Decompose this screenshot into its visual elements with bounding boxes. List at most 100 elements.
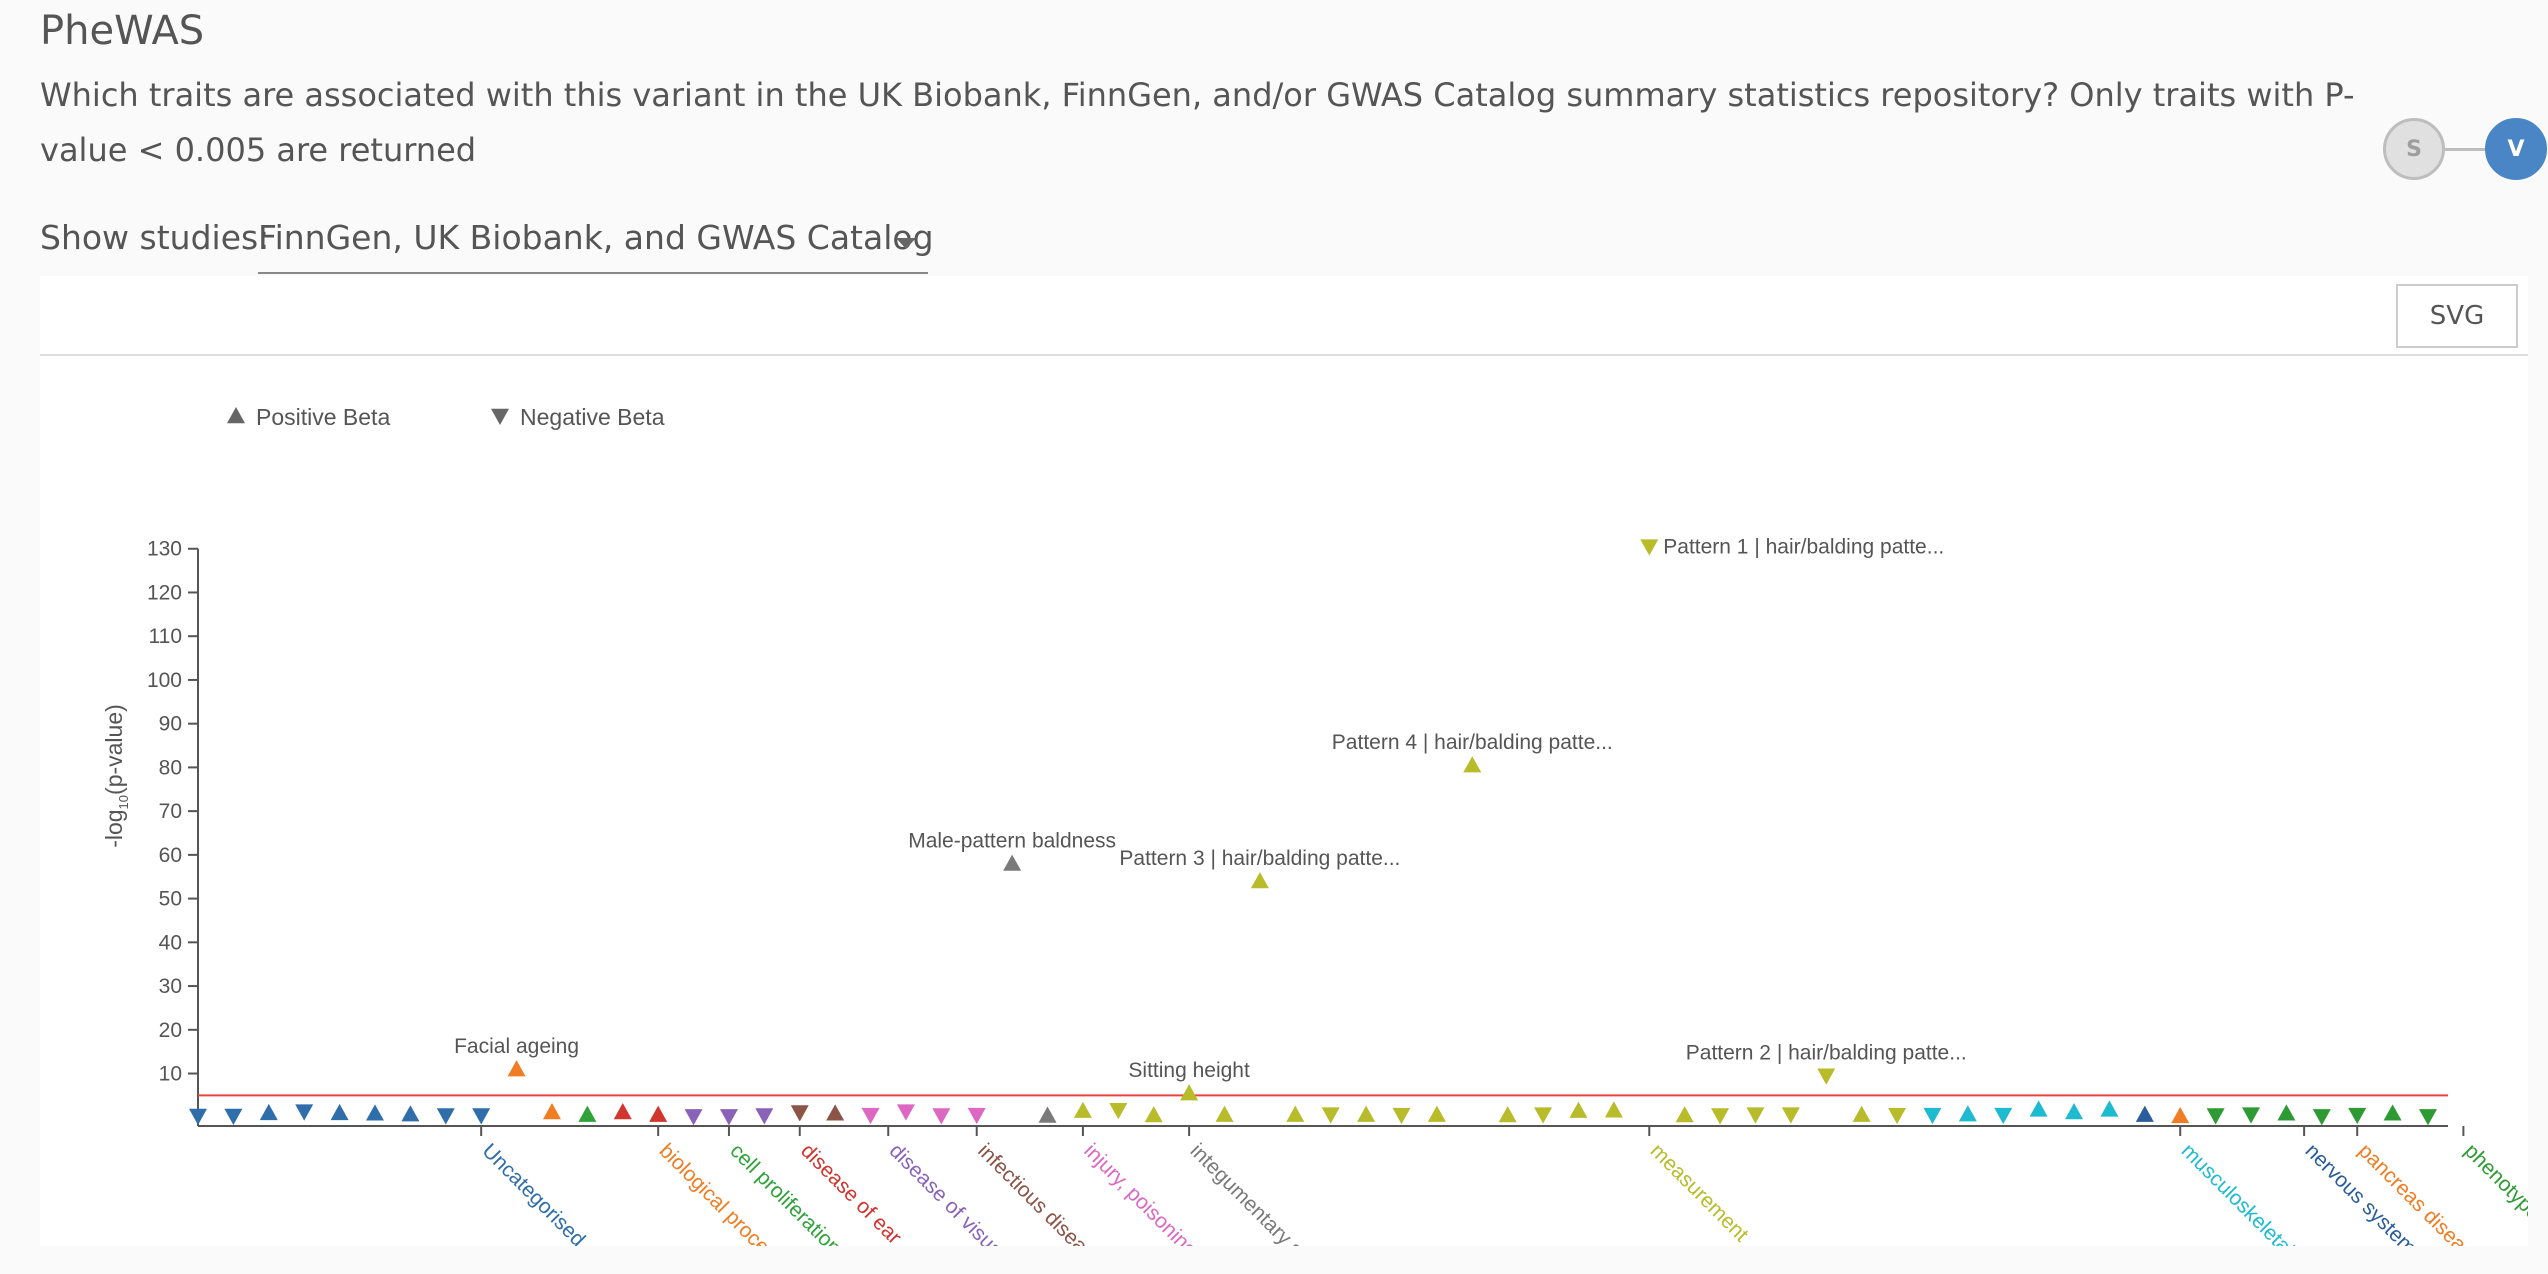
phewas-panel: SVG Positive Beta Negative Beta 10 20 30 40 5… — [40, 276, 2528, 1246]
point-47 — [1852, 1105, 1871, 1122]
point-label-41: Pattern 1 | hair/balding patte... — [1663, 536, 1944, 559]
point-28 — [1180, 1084, 1199, 1101]
legend-marker-up — [227, 407, 245, 424]
point-52 — [2029, 1100, 2048, 1117]
point-49 — [1923, 1107, 1942, 1125]
point-44 — [1746, 1107, 1765, 1124]
point-54 — [2100, 1100, 2119, 1117]
point-5 — [365, 1104, 384, 1121]
y-axis-label-sub: 10 — [116, 795, 131, 809]
y-tick-label-10: 10 — [159, 1063, 182, 1086]
point-25 — [1073, 1101, 1092, 1118]
point-50 — [1958, 1105, 1977, 1122]
point-60 — [2312, 1109, 2331, 1126]
point-3 — [295, 1104, 314, 1121]
point-46 — [1817, 1068, 1836, 1085]
page-title: PheWAS — [40, 8, 205, 54]
point-62 — [2383, 1104, 2402, 1121]
point-33 — [1357, 1105, 1376, 1122]
point-34 — [1392, 1107, 1411, 1125]
point-11 — [578, 1105, 597, 1122]
y-tick-label-60: 60 — [159, 844, 182, 867]
point-4 — [330, 1103, 349, 1121]
x-tick-label-8: measurement — [1646, 1139, 1753, 1246]
point-23 — [1003, 854, 1022, 871]
point-label-23: Male-pattern baldness — [908, 830, 1116, 853]
point-1 — [224, 1108, 243, 1125]
point-21 — [932, 1108, 951, 1125]
point-0 — [189, 1108, 207, 1125]
point-13 — [649, 1105, 668, 1122]
point-41 — [1640, 539, 1659, 556]
point-48 — [1888, 1107, 1907, 1125]
point-14 — [684, 1109, 703, 1126]
phewas-chart: Positive Beta Negative Beta 10 20 30 40 50 60 7… — [101, 404, 2528, 1246]
chart-legend: Positive Beta Negative Beta — [227, 404, 665, 430]
point-12 — [613, 1103, 632, 1120]
step-v[interactable]: V — [2485, 118, 2547, 180]
point-10 — [542, 1103, 561, 1120]
x-tick-label-12: phenotype — [2460, 1139, 2528, 1225]
point-6 — [401, 1105, 420, 1122]
study-select[interactable]: FinnGen, UK Biobank, and GWAS Catalog — [258, 218, 934, 274]
y-tick-label-100: 100 — [147, 669, 182, 692]
y-tick-label-70: 70 — [159, 800, 182, 823]
svg-export-button[interactable]: SVG — [2396, 284, 2518, 348]
point-label-9: Facial ageing — [454, 1035, 579, 1058]
legend-label-0: Positive Beta — [256, 404, 390, 430]
point-43 — [1711, 1108, 1730, 1125]
point-36 — [1463, 756, 1482, 773]
y-axis-label: -log10(p-value) — [101, 704, 131, 848]
point-8 — [472, 1108, 491, 1125]
point-38 — [1534, 1107, 1553, 1124]
point-29 — [1215, 1105, 1234, 1122]
y-axis: 102030405060708090100110120130-log10(p-v… — [101, 538, 199, 1126]
y-tick-label-90: 90 — [159, 713, 182, 736]
y-tick-label-120: 120 — [147, 581, 182, 604]
y-tick-label-40: 40 — [159, 931, 182, 954]
point-51 — [1994, 1107, 2013, 1125]
y-tick-label-80: 80 — [159, 756, 182, 779]
chart-toolbar: SVG — [40, 276, 2528, 356]
step-s[interactable]: S — [2383, 118, 2445, 180]
y-tick-label-110: 110 — [149, 625, 182, 648]
point-37 — [1498, 1106, 1517, 1123]
caret-down-icon — [896, 238, 916, 249]
point-40 — [1604, 1101, 1623, 1118]
point-labels: Facial ageing Male-pattern baldness Sittin… — [454, 536, 1967, 1083]
point-59 — [2277, 1104, 2296, 1121]
point-22 — [967, 1107, 986, 1125]
point-31 — [1286, 1105, 1305, 1122]
point-39 — [1569, 1101, 1588, 1118]
y-tick-label-50: 50 — [159, 888, 182, 911]
point-2 — [259, 1103, 278, 1121]
point-26 — [1109, 1103, 1128, 1120]
stepper-connector — [2443, 148, 2485, 151]
point-label-28: Sitting height — [1128, 1059, 1250, 1082]
point-30 — [1250, 872, 1269, 889]
x-tick-label-0: Uncategorised — [478, 1139, 590, 1246]
point-56 — [2171, 1106, 2190, 1124]
point-45 — [1781, 1107, 1800, 1124]
data-points — [189, 539, 2437, 1126]
y-axis-label-rest: (p-value) — [101, 704, 127, 795]
point-55 — [2135, 1105, 2154, 1122]
x-tick-label-7: integumentary system dise — [1186, 1139, 1379, 1246]
point-63 — [2419, 1109, 2437, 1126]
legend-marker-down — [491, 408, 509, 425]
point-7 — [436, 1108, 455, 1125]
point-label-46: Pattern 2 | hair/balding patte... — [1686, 1042, 1967, 1065]
legend-label-1: Negative Beta — [520, 404, 665, 430]
y-tick-label-130: 130 — [147, 538, 182, 561]
point-label-30: Pattern 3 | hair/balding patte... — [1119, 847, 1400, 870]
y-tick-label-30: 30 — [159, 975, 182, 998]
study-filter-label: Show studies: — [40, 218, 270, 257]
study-select-value: FinnGen, UK Biobank, and GWAS Catalog — [258, 218, 934, 257]
point-57 — [2206, 1108, 2225, 1125]
point-58 — [2242, 1107, 2261, 1124]
point-24 — [1038, 1106, 1057, 1123]
point-35 — [1427, 1105, 1446, 1122]
point-20 — [896, 1104, 915, 1121]
point-label-36: Pattern 4 | hair/balding patte... — [1332, 731, 1613, 754]
